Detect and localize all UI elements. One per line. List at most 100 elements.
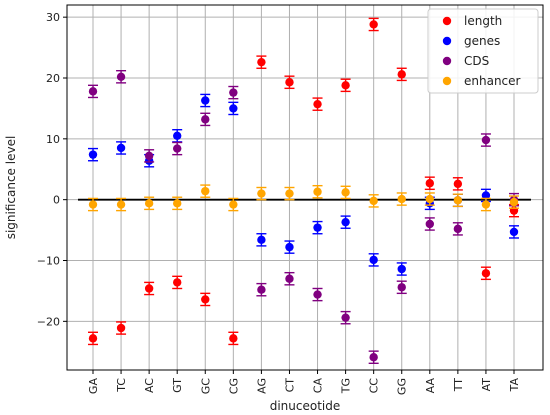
data-point bbox=[425, 179, 434, 188]
x-tick-label-tt: TT bbox=[452, 378, 465, 393]
data-point bbox=[397, 264, 406, 274]
data-point bbox=[481, 191, 491, 200]
data-point bbox=[257, 235, 266, 245]
y-tick-label: 0 bbox=[53, 194, 60, 207]
data-point bbox=[229, 104, 238, 113]
x-tick-label-ct: CT bbox=[283, 378, 296, 393]
data-point bbox=[173, 199, 182, 208]
data-point bbox=[285, 189, 294, 198]
y-tick-label: −20 bbox=[37, 315, 60, 328]
data-point bbox=[257, 189, 266, 198]
data-point bbox=[341, 217, 350, 227]
y-tick-label: 10 bbox=[46, 133, 60, 146]
data-point bbox=[144, 151, 154, 161]
data-point bbox=[229, 88, 238, 97]
legend-label: enhancer bbox=[464, 74, 521, 88]
data-point bbox=[257, 285, 266, 294]
data-point bbox=[88, 150, 98, 159]
data-point bbox=[201, 295, 210, 304]
series-layer bbox=[88, 17, 519, 365]
data-point bbox=[285, 242, 294, 252]
data-point bbox=[341, 81, 350, 90]
x-tick-label-ag: AG bbox=[255, 378, 268, 394]
data-point bbox=[397, 283, 406, 292]
data-point bbox=[201, 186, 210, 196]
data-point bbox=[201, 115, 210, 124]
x-tick-label-aa: AA bbox=[424, 378, 437, 394]
data-point bbox=[369, 20, 378, 29]
data-point bbox=[88, 87, 98, 96]
x-tick-label-gt: GT bbox=[171, 378, 184, 393]
data-point bbox=[116, 143, 126, 153]
legend-label: CDS bbox=[464, 54, 489, 68]
data-point bbox=[425, 194, 434, 204]
x-tick-label-ga: GA bbox=[87, 378, 100, 395]
data-point bbox=[144, 199, 154, 208]
legend-item-cds: CDS bbox=[442, 54, 489, 68]
x-tick-label-ca: CA bbox=[312, 378, 325, 394]
series-enhancer bbox=[88, 184, 519, 212]
data-point bbox=[313, 99, 322, 109]
data-point bbox=[229, 334, 238, 343]
data-point bbox=[481, 269, 491, 278]
data-point bbox=[116, 200, 126, 209]
data-point bbox=[116, 323, 126, 333]
data-point bbox=[341, 188, 350, 197]
data-point bbox=[397, 70, 406, 79]
series-genes bbox=[88, 93, 519, 276]
legend-label: genes bbox=[464, 34, 500, 48]
data-point bbox=[229, 200, 238, 209]
x-tick-label-tc: TC bbox=[115, 378, 128, 393]
x-tick-label-ta: TA bbox=[508, 378, 521, 393]
legend-label: length bbox=[464, 14, 502, 28]
legend-marker bbox=[442, 36, 452, 46]
y-axis-label: significance level bbox=[4, 136, 18, 240]
x-tick-label-at: AT bbox=[480, 378, 493, 392]
data-point bbox=[369, 353, 378, 362]
x-axis-label: dinuceotide bbox=[270, 399, 341, 413]
legend-marker bbox=[442, 16, 452, 26]
x-tick-label-tg: TG bbox=[340, 378, 353, 394]
data-point bbox=[285, 78, 294, 87]
data-point bbox=[453, 196, 463, 205]
data-point bbox=[144, 284, 154, 293]
legend-marker bbox=[442, 76, 452, 86]
legend-item-enhancer: enhancer bbox=[442, 74, 521, 88]
data-point bbox=[173, 144, 182, 153]
data-point bbox=[453, 224, 463, 234]
data-point bbox=[201, 96, 210, 105]
data-point bbox=[369, 255, 378, 265]
series-length bbox=[88, 17, 519, 346]
x-tick-label-ac: AC bbox=[143, 378, 156, 393]
data-point bbox=[509, 227, 519, 237]
y-tick-label: 30 bbox=[46, 11, 60, 24]
data-point bbox=[341, 313, 350, 322]
legend-box bbox=[427, 8, 539, 94]
x-axis: GA TC AC GT GC CG AG CT CA TG CC GG AA TT AT TA bbox=[87, 370, 521, 395]
data-point bbox=[509, 197, 519, 207]
x-tick-label-cg: CG bbox=[227, 378, 240, 394]
data-point bbox=[481, 135, 491, 145]
legend-marker bbox=[442, 56, 452, 66]
data-point bbox=[481, 200, 491, 209]
legend: length genes CDS enhancer bbox=[427, 8, 539, 94]
data-point bbox=[313, 223, 322, 232]
data-point bbox=[397, 194, 406, 204]
y-tick-label: 20 bbox=[46, 72, 60, 85]
data-point bbox=[116, 72, 126, 81]
legend-item-genes: genes bbox=[442, 34, 500, 48]
x-tick-label-cc: CC bbox=[368, 378, 381, 394]
data-point bbox=[88, 334, 98, 343]
data-point bbox=[313, 187, 322, 196]
data-point bbox=[285, 274, 294, 283]
data-point bbox=[88, 200, 98, 209]
plot-frame bbox=[66, 4, 544, 371]
data-point bbox=[173, 278, 182, 287]
data-point bbox=[425, 219, 434, 229]
y-tick-label: −10 bbox=[37, 255, 60, 268]
data-point bbox=[173, 131, 182, 140]
data-point bbox=[369, 196, 378, 206]
legend-item-length: length bbox=[442, 14, 502, 28]
data-point bbox=[313, 290, 322, 299]
